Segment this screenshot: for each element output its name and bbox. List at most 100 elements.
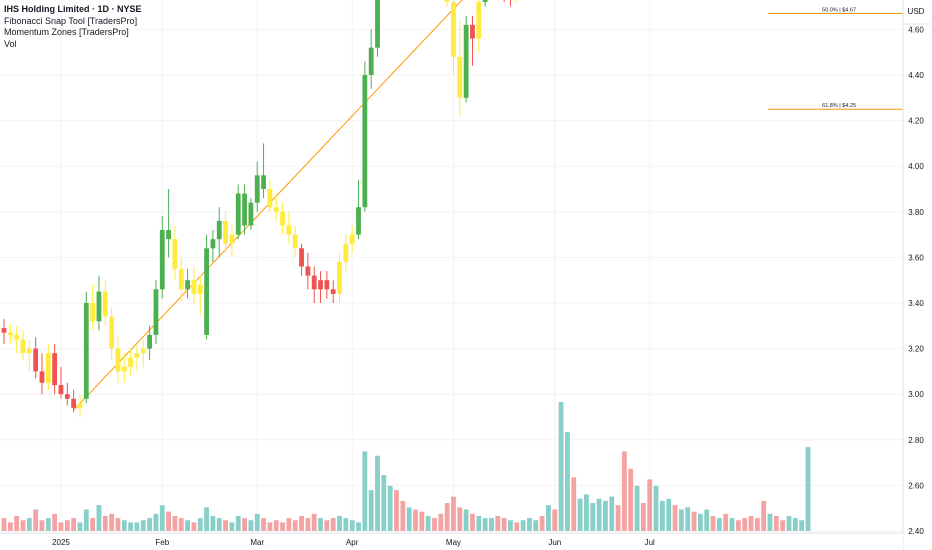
volume-bar bbox=[153, 513, 159, 531]
candle-body bbox=[153, 289, 159, 335]
candle-body bbox=[109, 316, 115, 349]
volume-bar bbox=[77, 522, 83, 531]
candle-body bbox=[159, 230, 165, 290]
volume-bar bbox=[489, 518, 494, 531]
volume-bar bbox=[96, 505, 102, 531]
volume-bar bbox=[761, 500, 767, 531]
candle-body bbox=[311, 275, 317, 290]
volume-bar bbox=[710, 515, 716, 531]
volume-bar bbox=[628, 468, 634, 531]
volume-bar bbox=[659, 500, 665, 531]
volume-bar bbox=[330, 518, 336, 531]
candle-body bbox=[20, 339, 26, 354]
volume-bar bbox=[685, 507, 691, 531]
volume-bar bbox=[166, 511, 171, 531]
price-tick-label: 4.00 bbox=[908, 162, 924, 171]
candle-body bbox=[299, 248, 304, 267]
candle-body bbox=[330, 289, 336, 294]
volume-bar bbox=[400, 500, 406, 531]
candle-body bbox=[7, 332, 13, 335]
candle-body bbox=[197, 284, 203, 294]
time-tick-label: Apr bbox=[346, 538, 359, 547]
candle-body bbox=[292, 234, 298, 249]
volume-bar bbox=[634, 485, 640, 531]
volume-bar bbox=[729, 518, 735, 531]
candle-body bbox=[52, 353, 58, 386]
time-tick-label: Jul bbox=[645, 538, 655, 547]
volume-bar bbox=[159, 505, 165, 531]
volume-bar bbox=[368, 490, 374, 531]
price-tick-label: 3.80 bbox=[908, 208, 924, 217]
volume-bar bbox=[647, 479, 653, 531]
volume-bar bbox=[387, 485, 393, 531]
volume-bar bbox=[140, 520, 146, 531]
candle-body bbox=[273, 207, 279, 212]
volume-bar bbox=[210, 515, 216, 531]
volume-bar bbox=[318, 518, 323, 531]
volume-bar bbox=[172, 515, 178, 531]
candle-body bbox=[254, 175, 260, 203]
volume-bar bbox=[45, 518, 51, 531]
volume-bar bbox=[438, 513, 444, 531]
volume-bar bbox=[343, 518, 349, 531]
trendline bbox=[73, 0, 463, 411]
volume-bar bbox=[362, 451, 368, 531]
volume-bar bbox=[754, 518, 760, 531]
candle-body bbox=[83, 303, 89, 399]
volume-bar bbox=[565, 432, 570, 531]
candle-body bbox=[140, 348, 146, 354]
volume-bar bbox=[115, 518, 121, 531]
time-axis[interactable]: 2025 Feb Mar Apr May Jun Jul bbox=[0, 532, 903, 550]
volume-bar bbox=[267, 522, 273, 531]
candle-body bbox=[375, 0, 380, 48]
indicator-momentum-label[interactable]: Momentum Zones [TradersPro] bbox=[4, 27, 129, 37]
volume-bar bbox=[121, 520, 127, 531]
candle-body bbox=[58, 385, 64, 395]
currency-label: USD bbox=[908, 7, 925, 16]
candle-body bbox=[121, 366, 127, 372]
candle-body bbox=[185, 280, 190, 290]
volume-bar bbox=[558, 402, 564, 531]
volume-bar bbox=[463, 509, 469, 531]
candle-body bbox=[267, 189, 273, 208]
price-axis[interactable]: USD6.606.406.206.005.805.605.405.205.004… bbox=[902, 0, 932, 550]
indicator-volume-label[interactable]: Vol bbox=[4, 38, 17, 49]
candle-body bbox=[229, 234, 235, 244]
volume-bar bbox=[134, 522, 140, 531]
volume-bar bbox=[697, 513, 703, 531]
candle-body bbox=[39, 371, 45, 383]
volume-bar bbox=[444, 503, 450, 531]
volume-bar bbox=[1, 518, 7, 531]
price-tick-label: 3.60 bbox=[908, 253, 924, 262]
candle-body bbox=[210, 239, 216, 249]
candle-body bbox=[33, 348, 39, 372]
candle-body bbox=[368, 47, 374, 75]
price-tick-label: 3.40 bbox=[908, 299, 924, 308]
candle-body bbox=[356, 207, 361, 235]
volume-bar bbox=[406, 507, 412, 531]
volume-bar bbox=[299, 515, 304, 531]
volume-bar bbox=[799, 520, 805, 531]
volume-bar bbox=[666, 498, 672, 531]
candle-body bbox=[204, 248, 209, 335]
candle-body bbox=[235, 193, 241, 235]
volume-bar bbox=[248, 520, 254, 531]
volume-bar bbox=[527, 518, 532, 531]
symbol-title[interactable]: IHS Holding Limited · 1D · NYSE bbox=[4, 4, 142, 14]
volume-bar bbox=[508, 520, 513, 531]
candle-body bbox=[280, 211, 285, 226]
price-tick-label: 4.20 bbox=[908, 117, 924, 126]
volume-bar bbox=[337, 515, 342, 531]
volume-bar bbox=[261, 518, 266, 531]
volume-bar bbox=[596, 498, 602, 531]
candle-body bbox=[261, 175, 266, 189]
volume-bar bbox=[742, 518, 748, 531]
candlestick-series bbox=[1, 0, 518, 417]
candle-body bbox=[470, 24, 475, 39]
volume-bar bbox=[653, 485, 659, 531]
candle-body bbox=[223, 220, 228, 244]
volume-bar bbox=[375, 455, 380, 531]
volume-bar bbox=[33, 509, 39, 531]
indicator-fibonacci-label[interactable]: Fibonacci Snap Tool [TradersPro] bbox=[4, 15, 138, 26]
